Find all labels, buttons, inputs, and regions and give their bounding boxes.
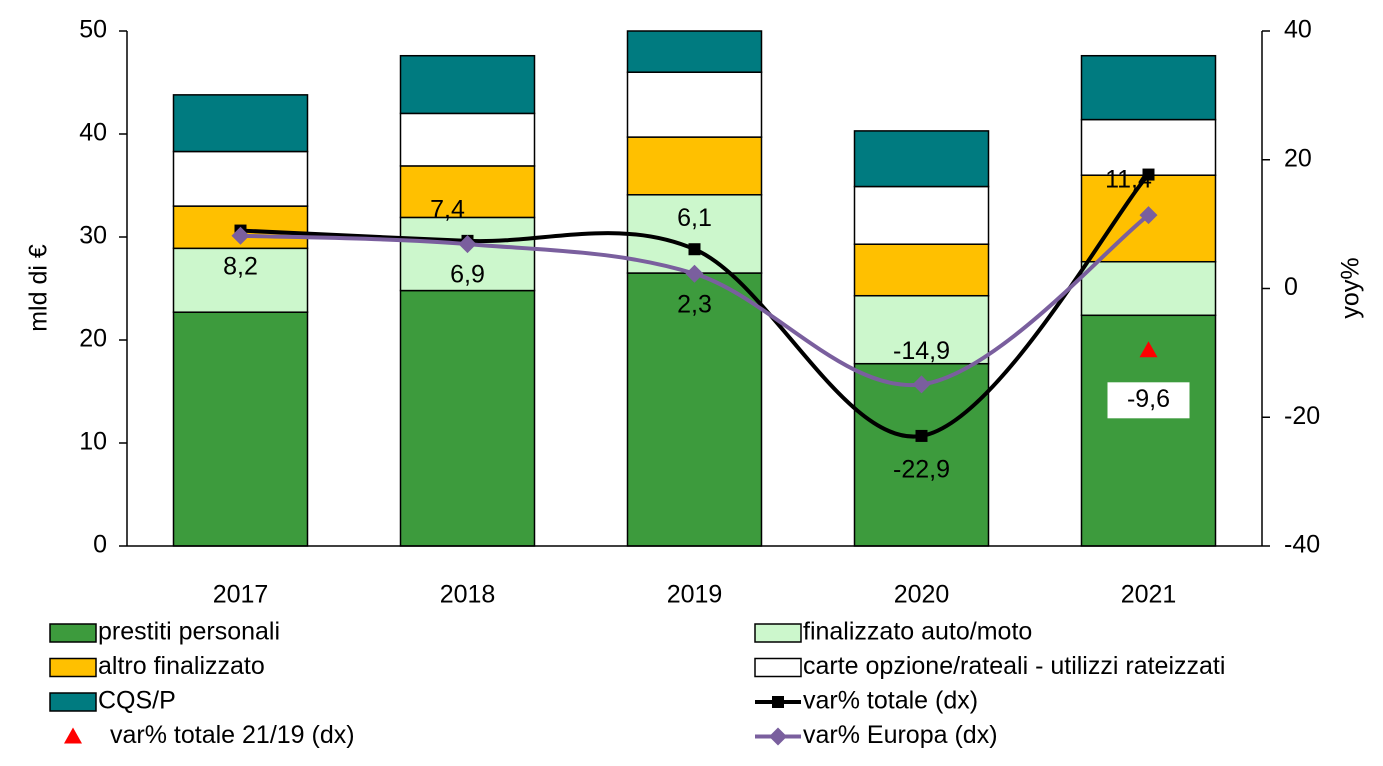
legend-marker-shape <box>64 727 82 744</box>
legend-label: prestiti personali <box>98 618 280 646</box>
point <box>1139 341 1158 358</box>
point <box>688 243 701 256</box>
legend-label: altro finalizzato <box>98 652 265 680</box>
data-label: 2,3 <box>677 290 712 318</box>
x-tick-label: 2019 <box>667 581 723 609</box>
y-tick-label: 10 <box>79 428 107 456</box>
data-label: 6,9 <box>450 261 485 289</box>
legend-swatch <box>49 692 97 712</box>
y-tick-label: 30 <box>79 222 107 250</box>
bar-segment <box>1080 118 1217 176</box>
bar-segment <box>172 94 309 153</box>
bar-segment <box>853 185 990 245</box>
bar-segment <box>172 247 309 313</box>
point <box>912 375 931 394</box>
point <box>231 226 250 245</box>
bar-segment <box>399 54 536 115</box>
legend-marker <box>64 727 82 744</box>
line <box>240 173 1151 439</box>
bar-segment <box>399 289 536 547</box>
x-tick-label: 2018 <box>440 581 496 609</box>
legend-swatch <box>754 657 802 678</box>
data-label: -22,9 <box>893 456 950 484</box>
y2-axis-label: yoy% <box>1337 257 1365 318</box>
y-tick-label: 50 <box>79 16 107 44</box>
y2-tick-label: -20 <box>1284 402 1320 430</box>
legend-label: CQS/P <box>98 687 176 715</box>
legend-label: carte opzione/rateali - utilizzi rateizz… <box>803 652 1225 680</box>
legend-marker-shape <box>769 727 787 746</box>
bar-segment <box>626 71 763 138</box>
line <box>240 213 1150 388</box>
y2-tick-label: 20 <box>1284 144 1312 172</box>
point <box>1139 206 1158 225</box>
bar-segment <box>399 216 536 292</box>
bar-segment <box>1080 54 1217 121</box>
data-label: 6,1 <box>677 204 712 232</box>
point <box>685 264 704 283</box>
label-box <box>1107 382 1190 419</box>
y-tick-label: 40 <box>79 119 107 147</box>
bar-segment <box>1080 260 1217 317</box>
point <box>458 235 477 254</box>
legend-swatch <box>49 623 97 643</box>
data-label: 8,2 <box>223 252 258 280</box>
x-tick-label: 2020 <box>894 581 950 609</box>
data-label: -14,9 <box>893 337 950 365</box>
legend-label: finalizzato auto/moto <box>803 618 1032 646</box>
y2-tick-label: 0 <box>1284 273 1298 301</box>
legend-label: var% totale 21/19 (dx) <box>110 721 355 749</box>
bar-segment <box>626 272 763 547</box>
bar-segment <box>172 150 309 207</box>
y-tick-label: 20 <box>79 325 107 353</box>
data-label: 11,4 <box>1105 166 1152 194</box>
legend-label: var% Europa (dx) <box>803 721 998 749</box>
bar-segment <box>853 130 990 188</box>
y2-tick-label: 40 <box>1284 16 1312 44</box>
bar-segment <box>399 165 536 219</box>
bar-segment <box>626 30 763 73</box>
point <box>1142 168 1155 181</box>
x-tick-label: 2021 <box>1121 581 1177 609</box>
bar-segment <box>172 311 309 547</box>
legend-marker <box>772 696 784 708</box>
legend-label: var% totale (dx) <box>803 687 978 715</box>
bar-segment <box>853 362 990 547</box>
legend-marker-shape <box>772 696 784 708</box>
legend-swatch <box>754 623 802 643</box>
bar-segment <box>853 294 990 365</box>
bar-segment <box>853 243 990 297</box>
y-axis-label: mld di € <box>25 244 53 332</box>
legend-marker <box>769 727 787 746</box>
x-tick-label: 2017 <box>213 581 269 609</box>
y2-tick-label: -40 <box>1284 531 1320 559</box>
data-label: 7,4 <box>430 195 465 223</box>
y-tick-label: 0 <box>93 531 107 559</box>
bar-segment <box>399 112 536 167</box>
data-label: -9,6 <box>1127 385 1170 413</box>
point <box>915 429 928 442</box>
bar-segment <box>626 136 763 196</box>
legend-swatch <box>49 657 97 678</box>
